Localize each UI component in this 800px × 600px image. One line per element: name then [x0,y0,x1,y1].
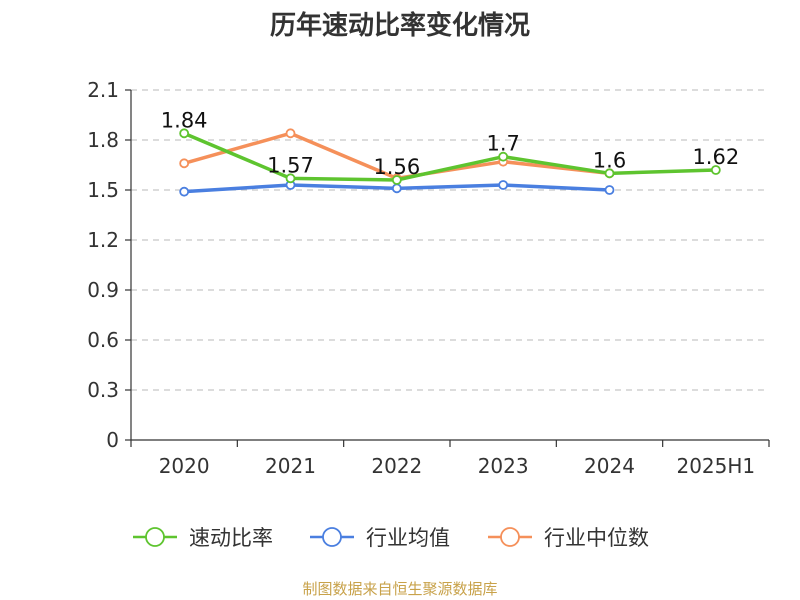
y-tick-label-5: 1.5 [87,178,119,202]
legend-label-2: 行业中位数 [544,526,649,550]
x-tick-label-4: 2024 [584,454,635,478]
data-labels: 1.84 1.57 1.56 1.7 1.6 1.62 [161,108,739,179]
data-label-4: 1.6 [593,148,626,172]
point-s0-5 [710,165,721,175]
y-tick-label-7: 2.1 [87,78,119,102]
point-s1-4 [604,185,615,195]
legend-label-1: 行业均值 [366,526,450,550]
source-note: 制图数据来自恒生聚源数据库 [302,580,497,598]
legend-marker-2 [500,527,520,547]
point-s1-2 [391,183,402,194]
legend-marker-0 [145,527,165,547]
point-s1-3 [498,180,509,190]
x-tick-label-5: 2025H1 [676,454,755,478]
point-s2-1 [285,128,296,139]
series-layer [179,128,721,197]
point-s0-4 [604,168,615,179]
point-s0-1 [285,173,296,184]
series-line-0 [183,131,716,182]
x-tick-label-0: 2020 [159,454,210,478]
y-tick-label-6: 1.8 [87,128,119,152]
legend-marker-1 [322,527,342,547]
x-tick-label-2: 2022 [371,454,422,478]
y-tick-label-1: 0.3 [87,378,119,402]
legend[interactable]: 速动比率 行业均值 行业中位数 [133,526,649,550]
y-tick-label-2: 0.6 [87,328,119,352]
x-tick-label-3: 2023 [478,454,529,478]
y-tick-label-3: 0.9 [87,278,119,302]
data-label-5: 1.62 [692,145,739,169]
chart-title: 历年速动比率变化情况 [270,10,530,41]
data-label-1: 1.57 [267,153,314,177]
x-tick-label-1: 2021 [265,454,316,478]
legend-label-0: 速动比率 [189,526,273,550]
axes: 0 0.3 0.6 0.9 1.2 1.5 1.8 2.1 2020 2021 2022 2023 20… [87,78,770,478]
point-s1-0 [179,186,190,197]
point-s2-0 [179,158,190,169]
data-label-2: 1.56 [373,155,420,179]
point-s0-2 [391,175,402,185]
grid-lines [131,89,769,391]
y-tick-label-0: 0 [106,428,119,452]
y-tick-label-4: 1.2 [87,228,119,252]
data-label-3: 1.7 [486,132,519,156]
data-label-0: 1.84 [161,108,208,132]
point-s0-3 [498,151,509,162]
point-s0-0 [179,128,190,139]
